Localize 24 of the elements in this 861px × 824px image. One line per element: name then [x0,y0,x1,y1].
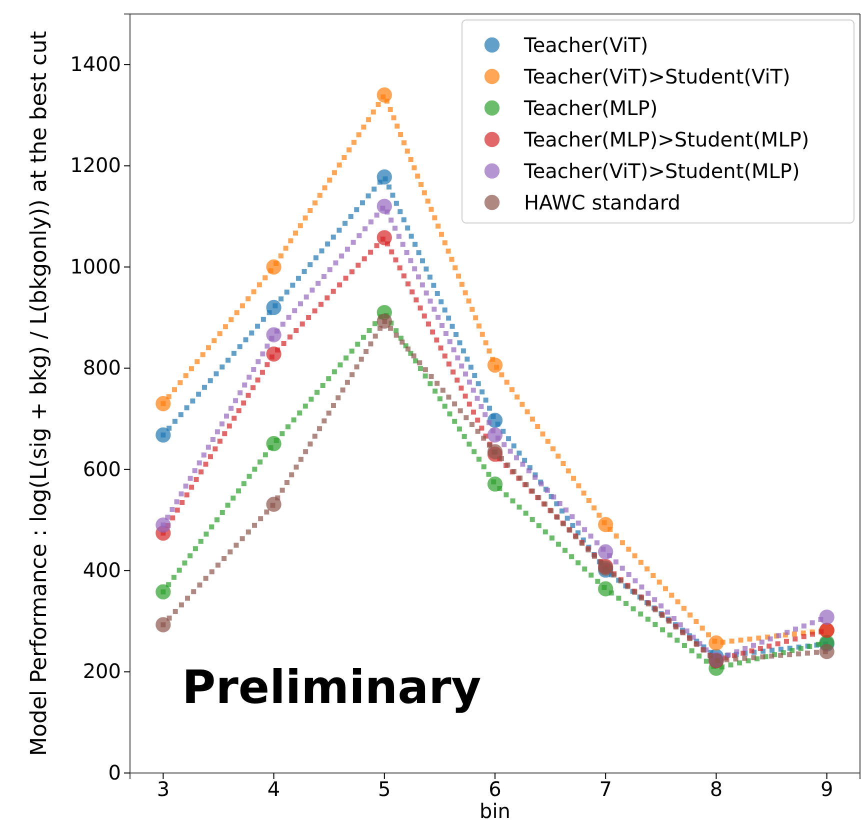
legend-label: Teacher(ViT)>Student(ViT) [523,64,790,88]
legend-label: Teacher(MLP) [523,96,658,120]
y-tick-label: 1000 [70,254,121,278]
annotation: Preliminary [182,660,482,714]
x-tick-label: 4 [267,777,280,802]
legend-label: Teacher(MLP)>Student(MLP) [523,128,810,152]
y-tick-label: 200 [82,659,121,684]
y-tick-label: 600 [82,456,121,481]
y-axis-title: Model Performance : log(L(sig + bkg) / L(bkgonly)) at the best cut [27,30,52,756]
y-tick-label: 0 [108,760,121,784]
y-tick-label: 1400 [70,52,121,76]
y-tick-label: 800 [82,356,121,380]
y-tick-label: 1200 [70,153,121,178]
legend-label: Teacher(ViT)>Student(MLP) [523,159,800,183]
x-tick-label: 6 [488,777,502,802]
x-tick-label: 3 [156,777,170,802]
legend-label: HAWC standard [524,190,680,214]
x-tick-label: 5 [378,777,391,802]
x-tick-label: 8 [710,777,723,802]
x-tick-label: 9 [820,777,834,802]
y-tick-label: 400 [82,558,121,582]
x-axis-title: bin [480,799,510,823]
x-tick-label: 7 [599,777,612,802]
legend-label: Teacher(ViT) [523,33,648,57]
